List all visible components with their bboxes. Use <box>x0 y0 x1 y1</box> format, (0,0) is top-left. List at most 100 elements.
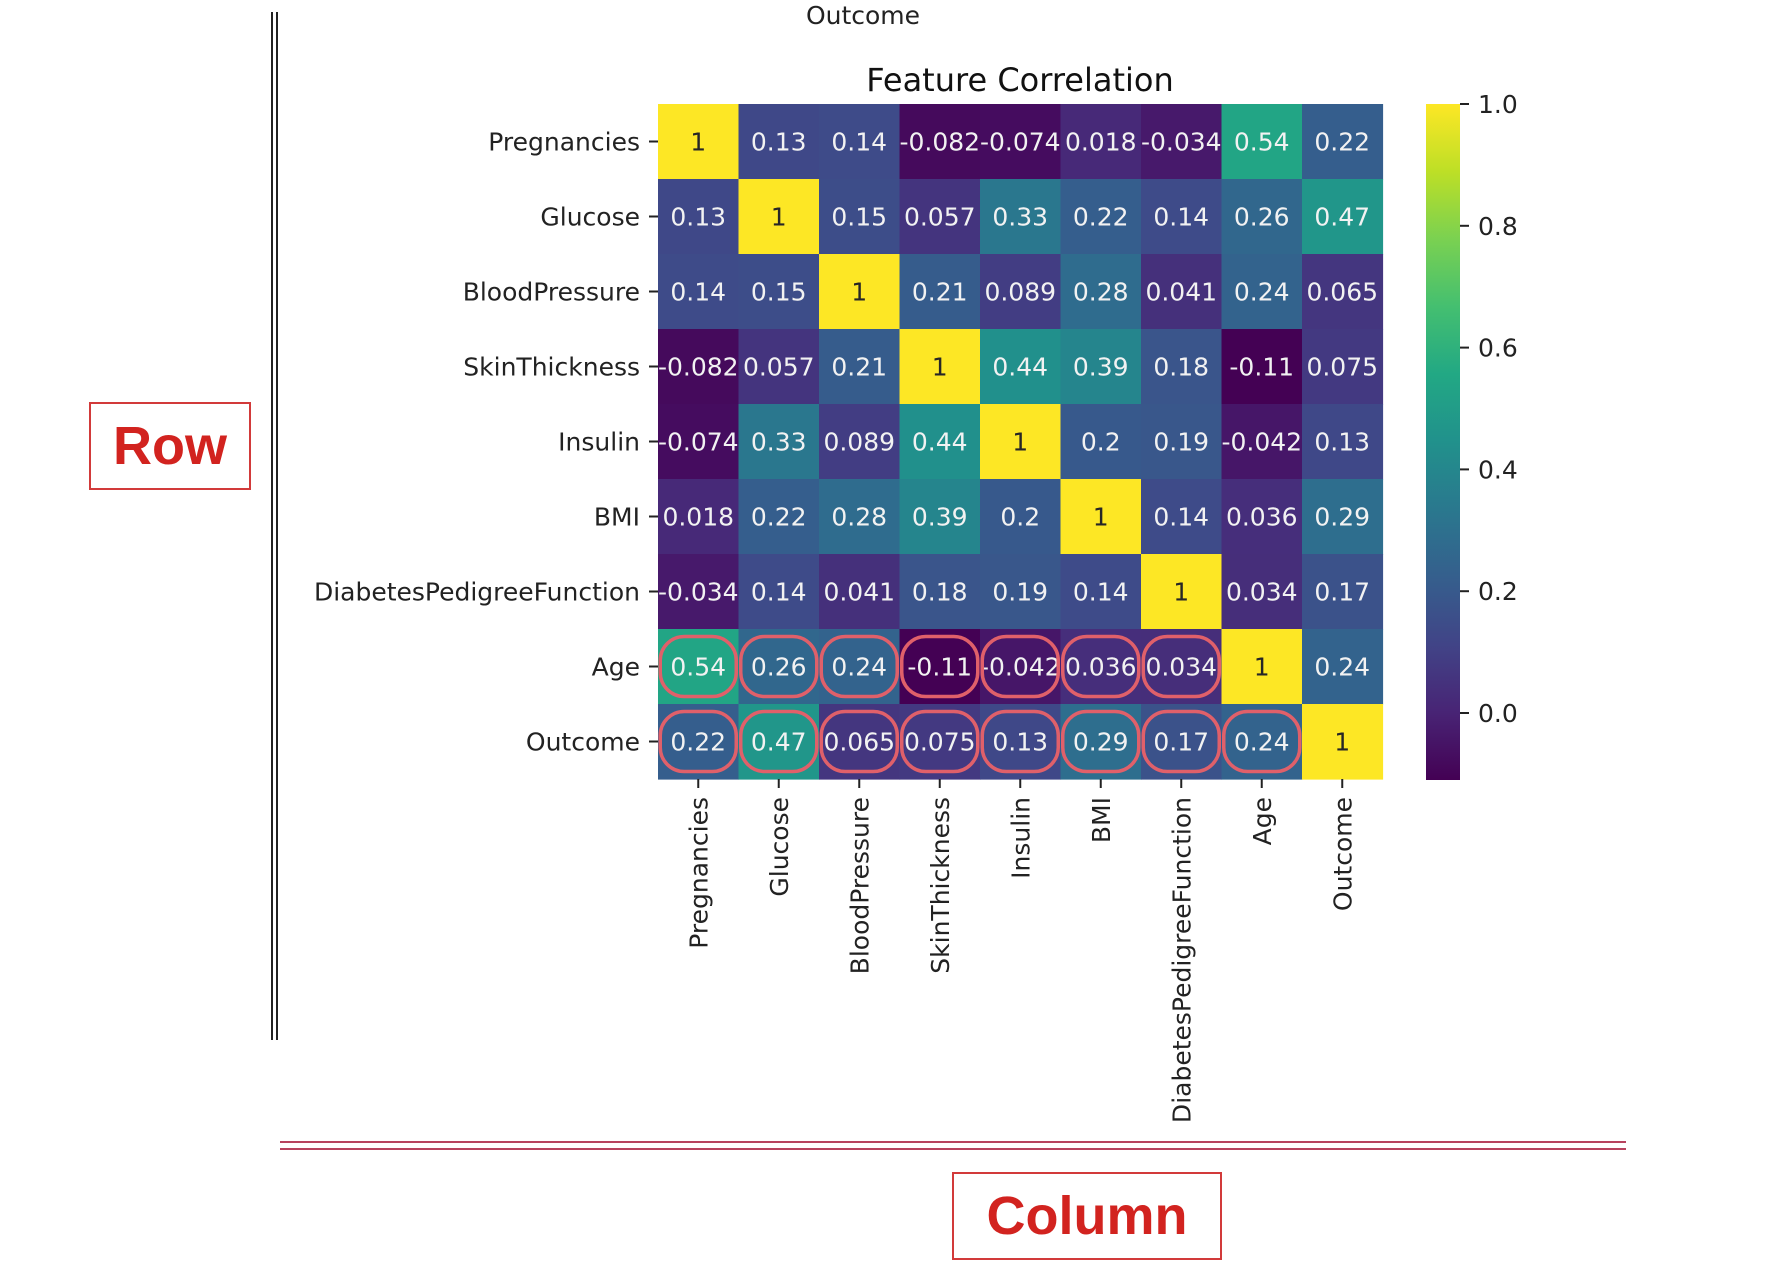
heatmap-cell <box>1141 329 1223 405</box>
heatmap-cell <box>1302 104 1384 180</box>
heatmap-cell-label: 1 <box>771 203 787 232</box>
heatmap-cell-label: 0.065 <box>823 728 895 757</box>
heatmap-cell <box>899 104 981 180</box>
heatmap-cell-label: 0.18 <box>1153 353 1209 382</box>
colorbar-tick-label: 0.2 <box>1478 577 1518 606</box>
heatmap-cell-label: 0.041 <box>823 578 895 607</box>
heatmap-cell-label: 0.14 <box>751 578 807 607</box>
heatmap-cell-label: 0.13 <box>751 128 807 157</box>
highlight-circle <box>980 709 1060 774</box>
heatmap-cell <box>658 179 740 255</box>
column-tick-label: Glucose <box>765 797 794 897</box>
highlight-circle <box>658 709 738 774</box>
heatmap-cell-label: 0.39 <box>1073 353 1129 382</box>
heatmap-cell-label: 0.036 <box>1226 503 1298 532</box>
heatmap-cell-label: 0.13 <box>992 728 1048 757</box>
row-annotation-label: Row <box>89 402 251 490</box>
heatmap-cell <box>1060 179 1142 255</box>
heatmap-cell <box>899 329 981 405</box>
heatmap-cell <box>899 179 981 255</box>
heatmap-cell <box>1141 404 1223 480</box>
heatmap-cell-label: 0.22 <box>751 503 807 532</box>
chart-title: Feature Correlation <box>866 61 1174 99</box>
heatmap-cell <box>1221 179 1303 255</box>
heatmap-cell-label: -0.082 <box>899 128 980 157</box>
heatmap-cell <box>980 329 1062 405</box>
heatmap-cell-label: 0.21 <box>912 278 968 307</box>
heatmap-cell-label: 0.33 <box>992 203 1048 232</box>
heatmap-cell-label: 0.22 <box>1073 203 1129 232</box>
highlight-circle <box>1061 709 1141 774</box>
highlight-circle <box>819 709 899 774</box>
heatmap-cell-label: 0.21 <box>831 353 887 382</box>
heatmap-cell-label: 0.2 <box>1000 503 1040 532</box>
colorbar-tick-label: 0.8 <box>1478 212 1518 241</box>
heatmap-cell <box>1221 104 1303 180</box>
heatmap-cell <box>1060 104 1142 180</box>
column-tick-label: DiabetesPedigreeFunction <box>1167 797 1196 1123</box>
heatmap-cell <box>899 554 981 630</box>
heatmap-cell <box>899 404 981 480</box>
heatmap-cell <box>1302 479 1384 555</box>
heatmap-cell-label: -0.074 <box>980 128 1061 157</box>
heatmap-cell-label: 0.15 <box>831 203 887 232</box>
heatmap-cell <box>1221 629 1303 705</box>
heatmap-cell-label: 0.47 <box>1314 203 1370 232</box>
heatmap-cell <box>899 479 981 555</box>
heatmap-cell-label: 0.33 <box>751 428 807 457</box>
heatmap-cell-label: 0.24 <box>831 653 887 682</box>
heatmap-cell <box>819 554 901 630</box>
heatmap-cell <box>1221 254 1303 330</box>
heatmap-cell <box>1221 554 1303 630</box>
column-tick-labels: Pregnancies Glucose BloodPressure SkinThick… <box>684 779 1357 1123</box>
heatmap-cell-label: 0.44 <box>992 353 1048 382</box>
column-tick-label: SkinThickness <box>926 797 955 974</box>
heatmap-cell-label: 0.44 <box>912 428 968 457</box>
heatmap-cell <box>658 554 740 630</box>
heatmap-cell <box>980 179 1062 255</box>
highlight-circle <box>658 634 738 699</box>
heatmap-cell-label: 1 <box>851 278 867 307</box>
heatmap-cell-label: 0.39 <box>912 503 968 532</box>
heatmap-cell-label: 1 <box>932 353 948 382</box>
heatmap-cell-label: 0.13 <box>670 203 726 232</box>
heatmap-cell <box>1221 479 1303 555</box>
heatmap-cell-label: 0.089 <box>984 278 1056 307</box>
row-tick-label: DiabetesPedigreeFunction <box>314 578 640 607</box>
heatmap-cell <box>1141 479 1223 555</box>
heatmap-cell <box>980 554 1062 630</box>
column-annotation-label: Column <box>952 1172 1222 1260</box>
heatmap-cell <box>658 104 740 180</box>
heatmap-cell-label: 0.19 <box>992 578 1048 607</box>
highlight-circle <box>1222 709 1302 774</box>
heatmap-cell <box>980 254 1062 330</box>
heatmap-cell <box>819 104 901 180</box>
heatmap-cell-label: 0.034 <box>1145 653 1217 682</box>
heatmap-cell-label: 1 <box>690 128 706 157</box>
heatmap-cell <box>1302 554 1384 630</box>
highlight-circle <box>1061 634 1141 699</box>
highlight-circle <box>739 634 819 699</box>
heatmap-cell <box>1060 404 1142 480</box>
heatmap-cell-label: -0.034 <box>658 578 739 607</box>
highlight-circle <box>900 709 980 774</box>
row-tick-labels: Pregnancies Glucose BloodPressure SkinThick… <box>314 128 658 757</box>
heatmap-cell-label: 0.14 <box>1153 503 1209 532</box>
heatmap-cell-label: 0.14 <box>1153 203 1209 232</box>
heatmap-cell-label: 0.036 <box>1065 653 1137 682</box>
heatmap-cell-label: 0.13 <box>1314 428 1370 457</box>
heatmap-cell <box>658 479 740 555</box>
heatmap-cell <box>819 479 901 555</box>
row-tick-label: Outcome <box>526 728 640 757</box>
row-tick-label: BloodPressure <box>463 278 640 307</box>
heatmap-cell-label: 0.018 <box>1065 128 1137 157</box>
heatmap-cell-label: 0.26 <box>1234 203 1290 232</box>
heatmap-cell-label: 0.24 <box>1234 278 1290 307</box>
heatmap-cell <box>819 329 901 405</box>
highlight-circle <box>819 634 899 699</box>
heatmap-cell <box>1060 254 1142 330</box>
heatmap-cell-label: -0.042 <box>980 653 1061 682</box>
colorbar-tick-label: 0.6 <box>1478 334 1518 363</box>
heatmap-cell <box>1141 554 1223 630</box>
